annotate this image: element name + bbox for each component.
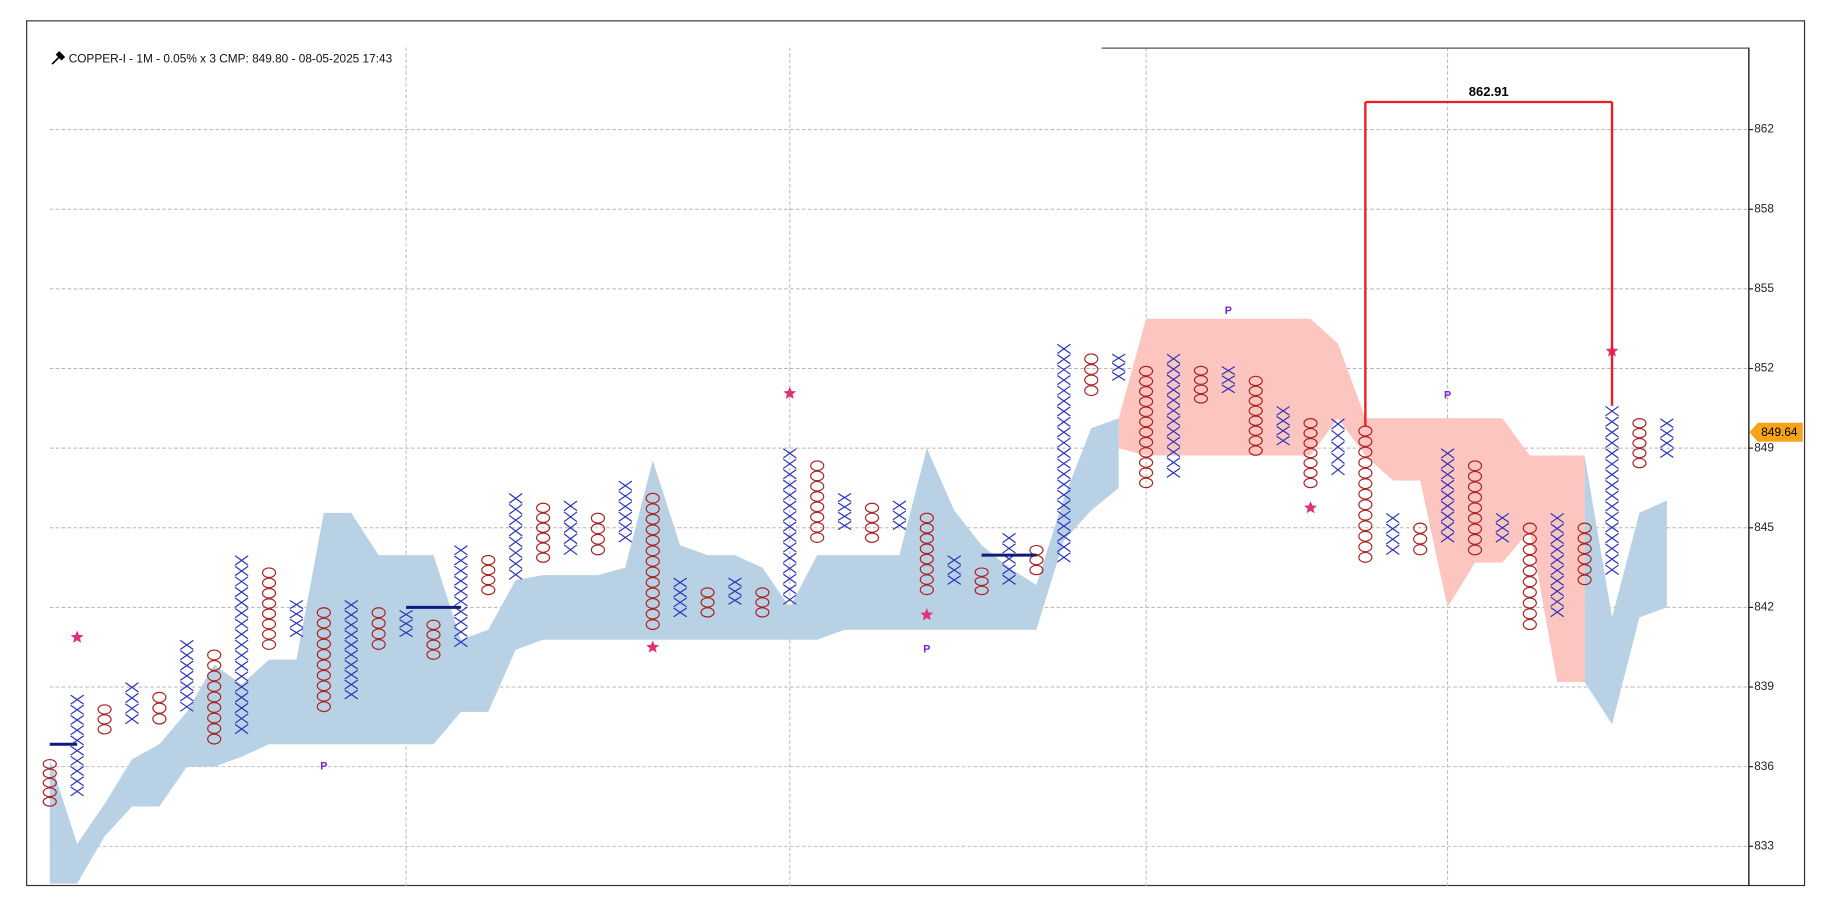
- o-column: [1467, 460, 1483, 556]
- o-column: [1632, 418, 1647, 469]
- x-column: [70, 694, 85, 797]
- x-column: [1660, 418, 1674, 458]
- o-column: [590, 512, 606, 556]
- x-column: [837, 493, 852, 531]
- star-marker: [783, 386, 797, 399]
- star-marker: [1304, 501, 1317, 514]
- star-marker: [646, 640, 660, 653]
- x-column: [947, 555, 962, 585]
- o-column: [1303, 418, 1318, 489]
- p-marker: P: [1225, 305, 1232, 317]
- x-column: [508, 493, 523, 580]
- o-column: [535, 502, 551, 563]
- o-column: [1413, 522, 1428, 556]
- o-column: [864, 502, 880, 543]
- x-column: [1440, 448, 1455, 543]
- x-column: [1495, 512, 1510, 543]
- star-marker: [70, 630, 84, 643]
- x-column: [1331, 418, 1345, 476]
- x-column: [1057, 343, 1071, 563]
- o-column: [1358, 425, 1373, 563]
- p-marker: P: [1444, 390, 1451, 402]
- p-marker: P: [320, 760, 327, 772]
- o-column: [974, 567, 989, 596]
- x-column: [1166, 353, 1181, 478]
- o-column: [152, 691, 167, 725]
- o-column: [1577, 522, 1592, 586]
- o-column: [1248, 375, 1263, 456]
- chart-title: COPPER-I - 1M - 0.05% x 3 CMP: 849.80 - …: [69, 51, 393, 65]
- chart-frame: [26, 20, 1806, 887]
- y-tick-label: 836: [1754, 759, 1774, 773]
- x-column: [1276, 405, 1290, 446]
- last-price-label: 849.64: [1761, 425, 1798, 439]
- o-column: [371, 607, 386, 650]
- cloud-area: [1118, 318, 1585, 683]
- x-column: [782, 448, 797, 605]
- cloud-area: [1584, 455, 1667, 725]
- o-column: [42, 758, 57, 807]
- x-column: [399, 609, 413, 638]
- o-column: [810, 460, 825, 543]
- wrench-icon[interactable]: [51, 51, 66, 65]
- x-column: [234, 555, 249, 735]
- o-column: [645, 492, 660, 631]
- o-column: [1084, 353, 1099, 397]
- o-column: [481, 554, 496, 596]
- y-tick-label: 849: [1754, 440, 1774, 454]
- marks-layer: P P P P 862.91: [42, 84, 1674, 807]
- x-column: [1221, 366, 1236, 394]
- x-column: [125, 682, 139, 725]
- o-column: [700, 587, 715, 618]
- o-column: [207, 649, 222, 745]
- o-column: [1522, 522, 1537, 631]
- o-column: [755, 587, 770, 618]
- x-column: [1111, 353, 1126, 381]
- x-column: [1385, 512, 1400, 556]
- x-column: [454, 545, 468, 648]
- target-label: 862.91: [1469, 84, 1509, 99]
- y-tick-label: 858: [1754, 201, 1774, 215]
- p-marker: P: [923, 644, 930, 656]
- x-column: [618, 480, 633, 543]
- o-column: [97, 704, 112, 735]
- star-marker: [920, 608, 934, 621]
- y-tick-label: 833: [1754, 838, 1774, 852]
- o-column: [316, 607, 331, 713]
- x-column: [728, 577, 742, 605]
- x-column: [1605, 405, 1619, 575]
- x-column: [563, 500, 578, 556]
- x-column: [179, 639, 194, 712]
- last-price-tag: [1749, 422, 1803, 442]
- x-column: [1550, 512, 1565, 618]
- o-column: [919, 512, 934, 596]
- x-column: [1002, 532, 1016, 585]
- y-tick-label: 852: [1754, 361, 1774, 375]
- o-column: [426, 619, 441, 660]
- cloud-layer: [49, 318, 1667, 884]
- x-column: [344, 600, 359, 700]
- y-tick-label: 855: [1754, 281, 1774, 295]
- o-column: [1138, 365, 1154, 489]
- o-column: [261, 567, 277, 650]
- x-column: [892, 500, 907, 531]
- o-column: [1193, 365, 1209, 404]
- y-tick-label: 845: [1754, 520, 1774, 534]
- y-tick-label: 842: [1754, 600, 1774, 614]
- y-tick-label: 862: [1754, 122, 1774, 136]
- x-column: [289, 600, 304, 638]
- x-column: [673, 577, 687, 618]
- y-tick-label: 839: [1754, 679, 1774, 693]
